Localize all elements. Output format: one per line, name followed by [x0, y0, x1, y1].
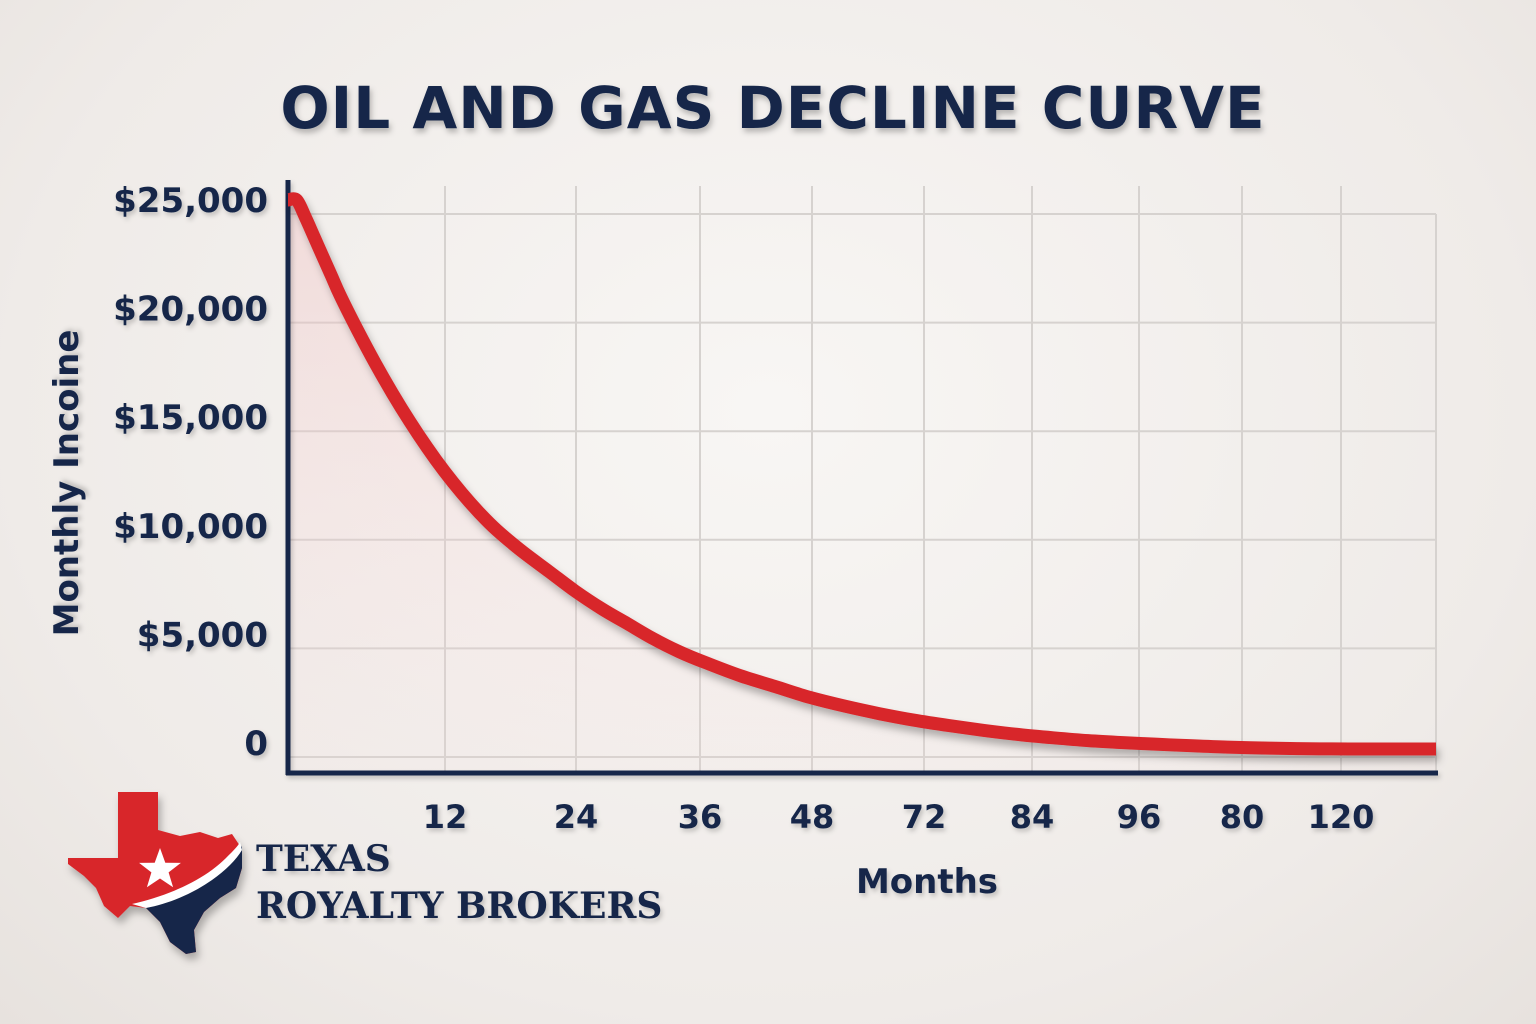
x-tick-label: 48 [790, 798, 835, 836]
x-tick-label: 120 [1308, 798, 1375, 836]
x-tick-label: 96 [1117, 798, 1162, 836]
brand-name-line1: TEXAS [256, 838, 391, 880]
x-tick-label: 24 [554, 798, 599, 836]
x-tick-label: 72 [902, 798, 947, 836]
y-tick-label: $10,000 [113, 507, 268, 547]
x-tick-label: 80 [1220, 798, 1265, 836]
x-tick-label: 36 [678, 798, 723, 836]
x-axis-label: Months [856, 862, 998, 902]
y-tick-label: 0 [244, 724, 268, 764]
x-tick-label: 84 [1010, 798, 1055, 836]
star-icon [139, 848, 181, 888]
y-tick-label: $20,000 [113, 290, 268, 330]
brand-name-line2: ROYALTY BROKERS [256, 885, 662, 927]
chart-axes [285, 180, 1438, 776]
texas-star-logo-icon [68, 792, 242, 954]
series-decline-curve [286, 192, 1436, 756]
texas-swoosh-white [132, 842, 242, 908]
y-axis-label: Monthly Incoine [47, 330, 87, 637]
curve-area-fill [288, 198, 1436, 771]
y-tick-label: $15,000 [113, 398, 268, 438]
chart-title: OIL AND GAS DECLINE CURVE [280, 74, 1265, 142]
x-tick-labels: 12 24 36 48 72 84 96 80 120 [423, 798, 1375, 836]
y-tick-label: $25,000 [113, 181, 268, 221]
x-tick-label: 12 [423, 798, 468, 836]
y-tick-labels: $25,000 $20,000 $15,000 $10,000 $5,000 0 [113, 181, 268, 764]
y-tick-label: $5,000 [137, 615, 268, 655]
